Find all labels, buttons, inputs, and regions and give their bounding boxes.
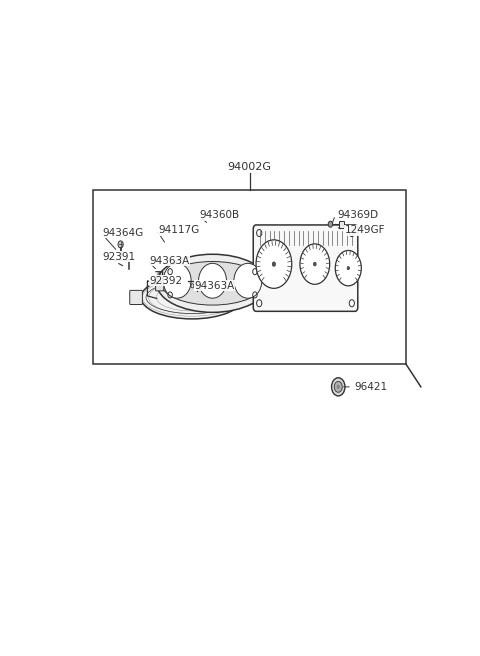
Ellipse shape [156,255,268,312]
Text: 92392: 92392 [149,276,182,286]
Text: 96421: 96421 [354,382,387,392]
Text: 94360B: 94360B [200,210,240,220]
Text: 94002G: 94002G [228,162,272,172]
Ellipse shape [199,263,227,298]
Circle shape [328,221,333,227]
Circle shape [335,251,361,286]
Circle shape [118,241,123,248]
FancyBboxPatch shape [253,225,358,312]
Text: 94369D: 94369D [337,210,378,220]
Text: 94364G: 94364G [103,228,144,237]
Ellipse shape [161,262,264,305]
Text: 94363A: 94363A [149,256,190,266]
Circle shape [313,262,316,266]
Circle shape [300,244,330,284]
Text: 1249GF: 1249GF [345,225,385,236]
Bar [94,190,406,364]
Text: 92391: 92391 [103,251,136,262]
Ellipse shape [234,263,262,298]
FancyBboxPatch shape [338,220,344,228]
Circle shape [332,378,345,396]
Ellipse shape [141,276,243,319]
FancyBboxPatch shape [130,291,143,304]
Text: 94363A: 94363A [194,281,234,291]
Circle shape [336,384,340,389]
Circle shape [272,262,276,266]
Circle shape [334,381,342,392]
FancyBboxPatch shape [156,285,164,291]
Ellipse shape [163,263,191,298]
Text: 94117G: 94117G [158,225,200,236]
Circle shape [256,240,292,289]
Circle shape [347,266,349,270]
